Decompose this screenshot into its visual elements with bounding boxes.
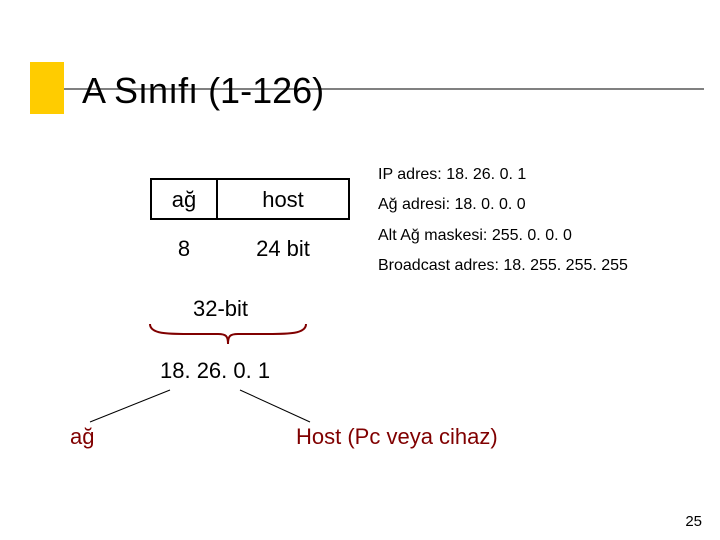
ag-cell: ağ	[152, 180, 218, 218]
title-accent-box	[30, 62, 64, 114]
info-bcast: Broadcast adres: 18. 255. 255. 255	[378, 251, 628, 281]
slide: A Sınıfı (1-126) ağhost 824 bit IP adres…	[0, 0, 720, 540]
host-label: Host (Pc veya cihaz)	[296, 424, 498, 450]
bits-row: 824 bit	[150, 236, 348, 262]
ag-label: ağ	[70, 424, 94, 450]
title-bar: A Sınıfı (1-126)	[30, 62, 64, 114]
host-cell: host	[218, 180, 348, 218]
bits-24: 24 bit	[218, 236, 348, 262]
curly-brace-icon	[148, 322, 308, 346]
info-ip: IP adres: 18. 26. 0. 1	[378, 160, 628, 190]
ip-example: 18. 26. 0. 1	[160, 358, 270, 384]
slide-title: A Sınıfı (1-126)	[82, 70, 324, 112]
page-number: 25	[685, 513, 702, 530]
ag-host-table: ağhost	[150, 178, 350, 220]
label-32bit: 32-bit	[193, 296, 248, 322]
info-block: IP adres: 18. 26. 0. 1 Ağ adresi: 18. 0.…	[378, 160, 628, 282]
info-mask: Alt Ağ maskesi: 255. 0. 0. 0	[378, 221, 628, 251]
bits-8: 8	[150, 236, 218, 262]
info-net: Ağ adresi: 18. 0. 0. 0	[378, 190, 628, 220]
